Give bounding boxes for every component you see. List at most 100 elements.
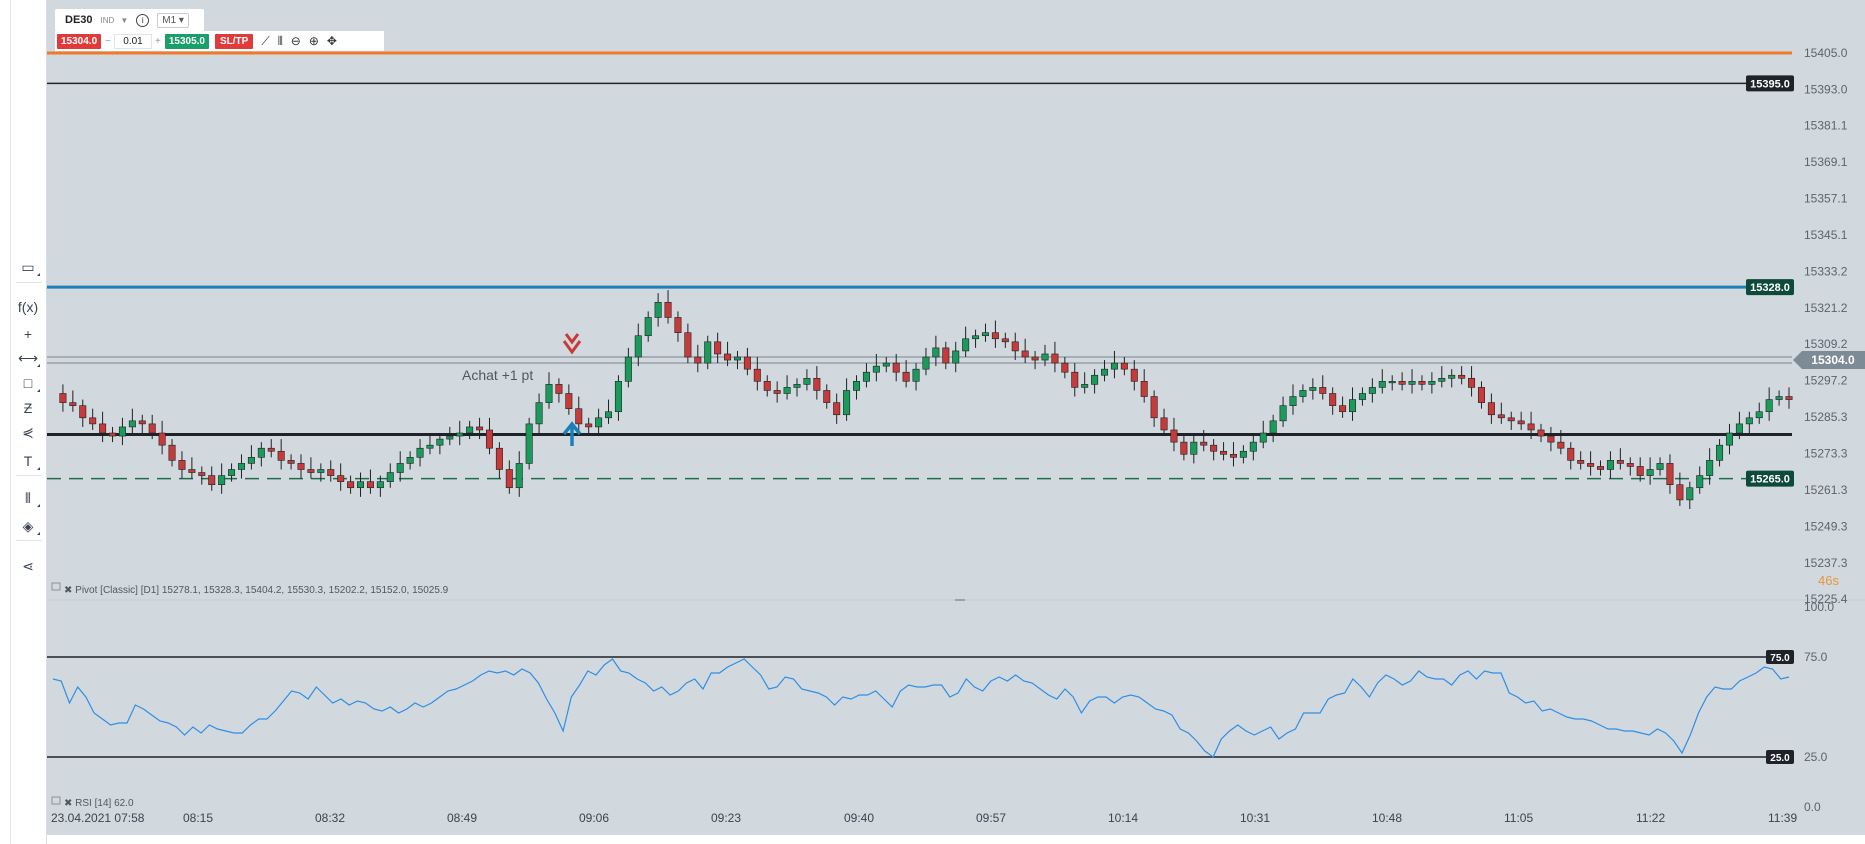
toolbar-edge (10, 0, 11, 844)
share-icon[interactable]: ⋖ (22, 557, 34, 574)
zoom-out-icon[interactable]: ⊖ (290, 34, 301, 48)
bullish-candle (1388, 381, 1396, 384)
bearish-candle (327, 469, 335, 476)
bearish-candle (1011, 341, 1019, 352)
chart-area[interactable]: 15405.0 15393.0 15381.1 15369.1 15357.1 15345… (47, 0, 1865, 844)
bullish-candle (376, 481, 384, 489)
current-price-label: 15304.0 (1811, 353, 1855, 367)
submenu-corner (37, 532, 40, 535)
toolbar-separator (16, 540, 42, 541)
bearish-candle (1636, 466, 1644, 476)
bearish-candle (485, 429, 493, 449)
bearish-candle (1021, 350, 1029, 358)
volume-stepper[interactable]: − 0.01 + (105, 33, 161, 49)
level-price-label: 15328.0 (1750, 282, 1790, 294)
rsi-level-label: 75.0 (1770, 653, 1790, 664)
bearish-candle (684, 332, 692, 358)
bullish-candle (1775, 396, 1783, 400)
bullish-candle (237, 463, 245, 470)
submenu-corner (37, 389, 40, 392)
bearish-candle (773, 390, 781, 394)
bullish-candle (1190, 441, 1198, 455)
timeframe-value: M1 (162, 14, 177, 26)
bullish-candle (218, 475, 226, 485)
bearish-candle (565, 393, 573, 409)
bearish-candle (1130, 368, 1138, 382)
fibonacci-icon[interactable]: Ƶ (23, 400, 33, 416)
rsi-tick-label: 25.0 (1804, 750, 1828, 764)
bearish-candle (99, 423, 107, 434)
zoom-in-icon[interactable]: ⊕ (308, 34, 319, 48)
chevron-down-icon[interactable]: ▼ (120, 15, 129, 25)
move-icon[interactable]: ✥ (326, 34, 337, 48)
left-toolbar: ▭ f(x) + ⟷ □ Ƶ ⋞ T ⫴ ◈ ⋖ (0, 0, 47, 844)
bearish-candle (307, 469, 315, 473)
bearish-candle (1557, 441, 1565, 449)
level-price-label: 15265.0 (1750, 474, 1790, 486)
bullish-candle (862, 371, 870, 382)
bullish-candle (1696, 475, 1704, 489)
text-tool-icon[interactable]: T (14, 450, 42, 472)
candle-style-icon[interactable]: ⫴ (277, 33, 283, 48)
bearish-candle (1001, 338, 1009, 343)
legend-icon (51, 582, 61, 591)
bullish-candle (535, 402, 543, 425)
timeframe-select[interactable]: M1 ▾ (157, 12, 189, 28)
line-tool-icon[interactable]: ⟷ (17, 349, 40, 367)
bullish-candle (257, 447, 265, 458)
sltp-button[interactable]: SL/TP (215, 33, 254, 49)
bearish-candle (1160, 417, 1168, 431)
bullish-candle (1745, 417, 1753, 425)
volume-input[interactable]: 0.01 (114, 33, 152, 49)
bearish-candle (892, 362, 900, 373)
price-tick-label: 15237.3 (1804, 556, 1848, 570)
bearish-candle (763, 381, 771, 391)
minus-button[interactable]: − (105, 35, 111, 47)
line-chart-icon[interactable]: ⟋ (261, 33, 270, 48)
price-tick-label: 15333.2 (1804, 264, 1848, 278)
sell-button[interactable]: 15304.0 (57, 33, 102, 49)
chart-canvas[interactable]: 15405.0 15393.0 15381.1 15369.1 15357.1 15345… (47, 0, 1865, 844)
bearish-candle (1487, 402, 1495, 416)
rsi-pane-bg (47, 600, 1865, 836)
price-tick-label: 15249.3 (1804, 519, 1848, 533)
time-axis-label: 08:32 (315, 811, 345, 825)
monitor-icon[interactable]: ▭ (14, 256, 42, 278)
bullish-candle (1349, 399, 1357, 413)
bullish-candle (1091, 374, 1099, 385)
level-price-badge (1746, 279, 1794, 296)
bullish-candle (1725, 432, 1733, 446)
function-icon[interactable]: f(x) (17, 299, 39, 315)
bearish-candle (1666, 463, 1674, 485)
symbol-header[interactable]: DE30 IND ▼ i M1 ▾ (55, 9, 204, 31)
bearish-candle (1577, 460, 1585, 464)
pitchfork-icon[interactable]: ⋞ (22, 423, 34, 440)
bullish-candle (882, 362, 890, 367)
submenu-corner (37, 504, 40, 507)
bullish-candle (1101, 368, 1109, 376)
rectangle-tool-icon[interactable]: □ (14, 372, 42, 394)
bullish-candle (466, 426, 474, 434)
bearish-candle (1071, 371, 1079, 388)
bearish-candle (1547, 435, 1555, 443)
layers-icon[interactable]: ◈ (14, 515, 42, 537)
bullish-candle (912, 368, 920, 382)
pivot-legend: ✖ Pivot [Classic] [D1] 15278.1, 15328.3,… (64, 585, 449, 596)
bearish-candle (555, 384, 563, 394)
bearish-candle (714, 341, 722, 355)
pane-resize-handle (955, 599, 965, 601)
bullish-candle (1289, 396, 1297, 406)
plus-button[interactable]: + (155, 35, 161, 47)
bearish-candle (585, 423, 593, 428)
bullish-candle (624, 356, 632, 382)
crosshair-icon[interactable]: + (23, 326, 33, 342)
rsi-tick-label: 75.0 (1804, 650, 1828, 664)
bearish-candle (337, 475, 345, 482)
bearish-candle (1567, 447, 1575, 461)
bearish-candle (1616, 460, 1624, 464)
candle-type-icon[interactable]: ⫴ (14, 487, 42, 509)
info-icon[interactable]: i (136, 13, 150, 27)
bearish-candle (1170, 429, 1178, 443)
bearish-candle (287, 460, 295, 464)
buy-button[interactable]: 15305.0 (164, 33, 209, 49)
